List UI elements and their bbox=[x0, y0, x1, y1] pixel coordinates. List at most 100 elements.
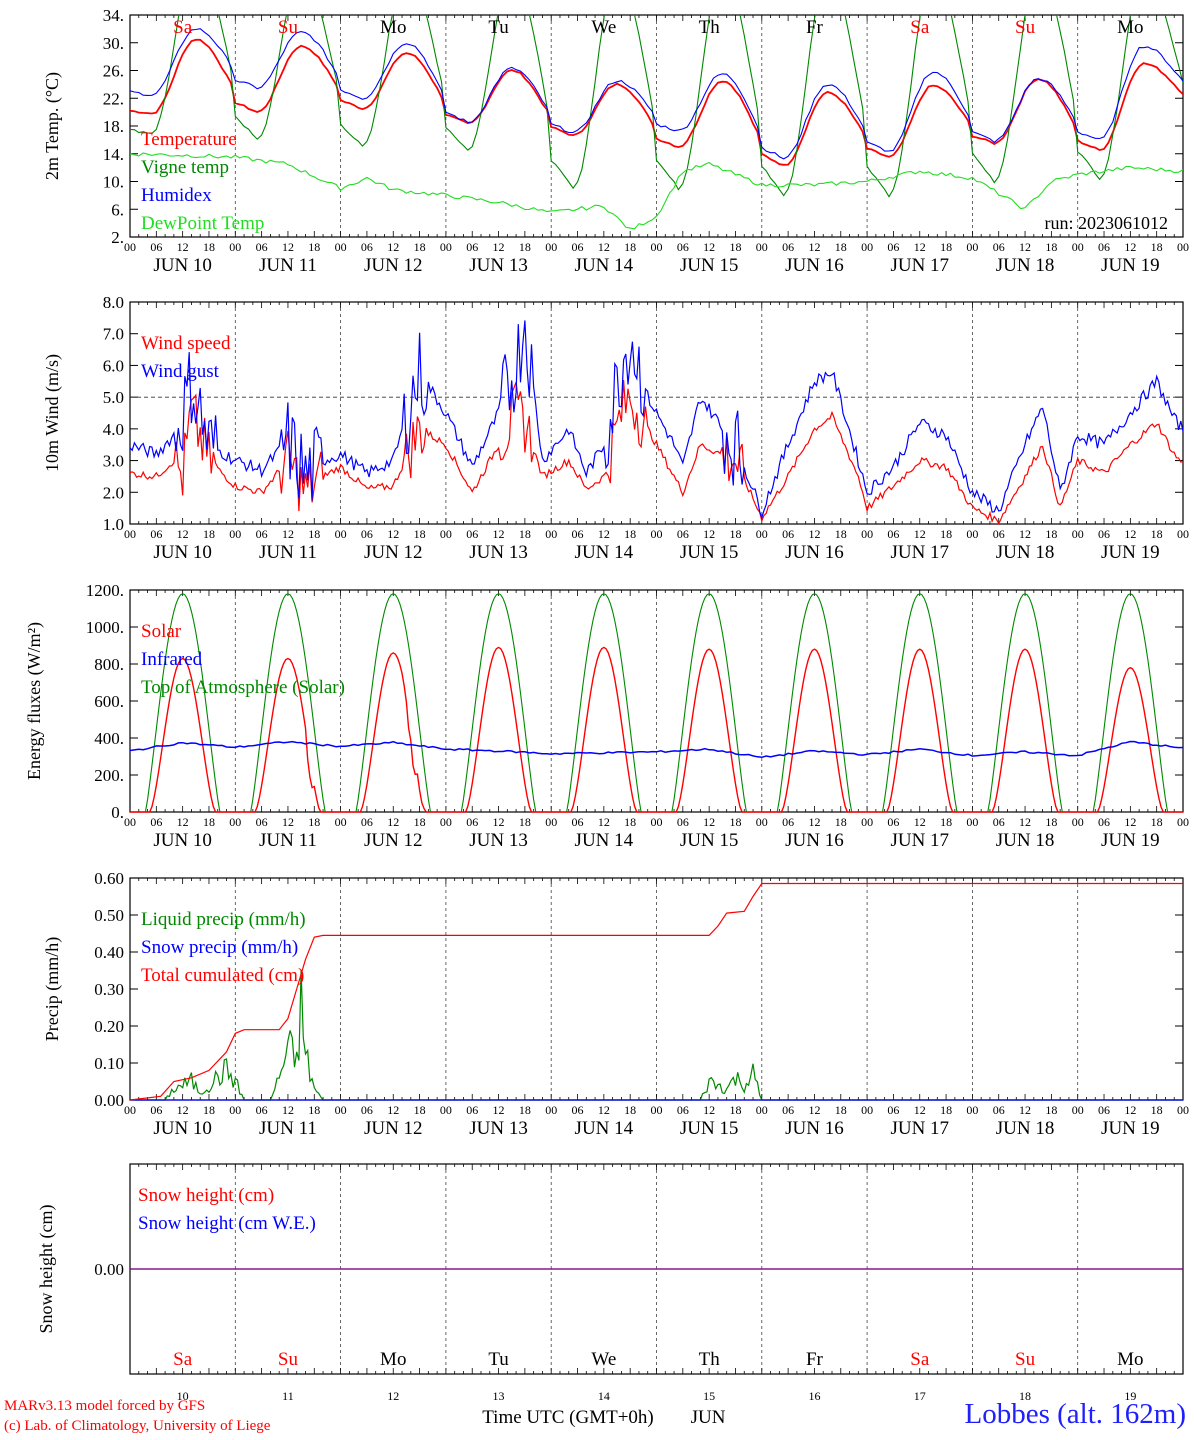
hour-tick-label: 00 bbox=[545, 1103, 557, 1117]
hour-tick-label: 18 bbox=[414, 527, 426, 541]
hour-tick-label: 06 bbox=[782, 240, 794, 254]
hour-tick-label: 06 bbox=[782, 527, 794, 541]
hour-tick-label: 18 bbox=[835, 1103, 847, 1117]
hour-tick-label: 18 bbox=[624, 527, 636, 541]
hour-tick-label: 00 bbox=[651, 815, 663, 829]
hour-tick-label: 12 bbox=[493, 240, 505, 254]
y-axis-label-3: Energy fluxes (W/m²) bbox=[24, 622, 45, 780]
y-tick-label: 400. bbox=[94, 729, 124, 748]
legend-entry: Solar bbox=[141, 621, 182, 642]
hour-tick-label: 18 bbox=[940, 815, 952, 829]
y-tick-label: 0.60 bbox=[94, 869, 124, 888]
hour-tick-label: 06 bbox=[572, 815, 584, 829]
hour-tick-label: 00 bbox=[335, 240, 347, 254]
hour-tick-label: 00 bbox=[335, 815, 347, 829]
weekday-label: Mo bbox=[380, 17, 406, 38]
weekday-label: Tu bbox=[488, 1349, 509, 1370]
hour-tick-label: 18 bbox=[729, 815, 741, 829]
hour-tick-label: 12 bbox=[282, 527, 294, 541]
y-tick-label: 10. bbox=[103, 173, 124, 192]
hour-tick-label: 00 bbox=[440, 815, 452, 829]
date-label: JUN 16 bbox=[785, 542, 844, 563]
weekday-label: Su bbox=[278, 17, 299, 38]
hour-tick-label: 18 bbox=[729, 527, 741, 541]
y-tick-label: 0.00 bbox=[94, 1260, 124, 1279]
weekday-label: Th bbox=[699, 1349, 721, 1370]
hour-tick-label: 12 bbox=[282, 815, 294, 829]
hour-tick-label: 06 bbox=[466, 240, 478, 254]
date-label: JUN 19 bbox=[1101, 1118, 1160, 1139]
hour-tick-label: 06 bbox=[150, 1103, 162, 1117]
legend-entry: Snow height (cm W.E.) bbox=[138, 1213, 316, 1234]
date-label: JUN 13 bbox=[469, 1118, 528, 1139]
date-label: JUN 11 bbox=[259, 542, 317, 563]
hour-tick-label: 18 bbox=[1045, 240, 1057, 254]
y-tick-label: 0.20 bbox=[94, 1017, 124, 1036]
hour-tick-label: 06 bbox=[993, 815, 1005, 829]
hour-tick-label: 12 bbox=[598, 527, 610, 541]
hour-tick-label: 12 bbox=[1019, 527, 1031, 541]
hour-tick-label: 18 bbox=[729, 1103, 741, 1117]
y-tick-label: 2.0 bbox=[103, 483, 124, 502]
hour-tick-label: 12 bbox=[1019, 1103, 1031, 1117]
hour-tick-label: 00 bbox=[440, 240, 452, 254]
series-line-2 bbox=[129, 320, 1184, 520]
hour-tick-label: 18 bbox=[308, 240, 320, 254]
hour-tick-label: 06 bbox=[256, 527, 268, 541]
hour-tick-label: 12 bbox=[1124, 815, 1136, 829]
hour-tick-label: 00 bbox=[440, 527, 452, 541]
y-tick-label: 18. bbox=[103, 117, 124, 136]
hour-tick-label: 12 bbox=[914, 527, 926, 541]
hour-tick-label: 06 bbox=[1098, 815, 1110, 829]
date-label: JUN 18 bbox=[996, 542, 1055, 563]
hour-tick-label: 18 bbox=[1151, 815, 1163, 829]
hour-tick-label: 06 bbox=[256, 240, 268, 254]
hour-tick-label: 12 bbox=[177, 815, 189, 829]
date-label: JUN 16 bbox=[785, 255, 844, 276]
hour-tick-label: 06 bbox=[466, 815, 478, 829]
date-label: JUN 18 bbox=[996, 830, 1055, 851]
date-label: JUN 17 bbox=[890, 255, 949, 276]
legend-entry: Infrared bbox=[141, 649, 203, 670]
day-number-label: 11 bbox=[282, 1389, 294, 1403]
series-line-2 bbox=[130, 15, 1183, 198]
date-label: JUN 17 bbox=[890, 542, 949, 563]
hour-tick-label: 00 bbox=[861, 1103, 873, 1117]
hour-tick-label: 18 bbox=[940, 527, 952, 541]
legend-entry: Wind speed bbox=[141, 333, 231, 354]
y-tick-label: 1.0 bbox=[103, 515, 124, 534]
hour-tick-label: 12 bbox=[1019, 240, 1031, 254]
hour-tick-label: 00 bbox=[756, 527, 768, 541]
hour-tick-label: 18 bbox=[1045, 527, 1057, 541]
hour-tick-label: 18 bbox=[519, 1103, 531, 1117]
hour-tick-label: 00 bbox=[1072, 815, 1084, 829]
hour-tick-label: 06 bbox=[677, 815, 689, 829]
hour-tick-label: 06 bbox=[256, 815, 268, 829]
y-tick-label: 3.0 bbox=[103, 452, 124, 471]
hour-tick-label: 12 bbox=[808, 240, 820, 254]
hour-tick-label: 06 bbox=[677, 527, 689, 541]
day-number-label: 19 bbox=[1124, 1389, 1136, 1403]
hour-tick-label: 00 bbox=[861, 240, 873, 254]
date-label: JUN 17 bbox=[890, 830, 949, 851]
date-label: JUN 14 bbox=[575, 255, 634, 276]
day-number-label: 15 bbox=[703, 1389, 715, 1403]
date-label: JUN 13 bbox=[469, 830, 528, 851]
hour-tick-label: 00 bbox=[966, 527, 978, 541]
weekday-label: Su bbox=[278, 1349, 299, 1370]
hour-tick-label: 12 bbox=[493, 527, 505, 541]
hour-tick-label: 06 bbox=[150, 815, 162, 829]
y-tick-label: 1200. bbox=[86, 581, 124, 600]
hour-tick-label: 06 bbox=[572, 527, 584, 541]
hour-tick-label: 12 bbox=[493, 815, 505, 829]
hour-tick-label: 18 bbox=[519, 240, 531, 254]
hour-tick-label: 12 bbox=[598, 240, 610, 254]
hour-tick-label: 18 bbox=[1045, 1103, 1057, 1117]
date-label: JUN 12 bbox=[364, 1118, 423, 1139]
hour-tick-label: 06 bbox=[887, 240, 899, 254]
series-line-4 bbox=[130, 152, 1183, 230]
hour-tick-label: 18 bbox=[414, 1103, 426, 1117]
hour-tick-label: 06 bbox=[993, 1103, 1005, 1117]
hour-tick-label: 12 bbox=[387, 1103, 399, 1117]
